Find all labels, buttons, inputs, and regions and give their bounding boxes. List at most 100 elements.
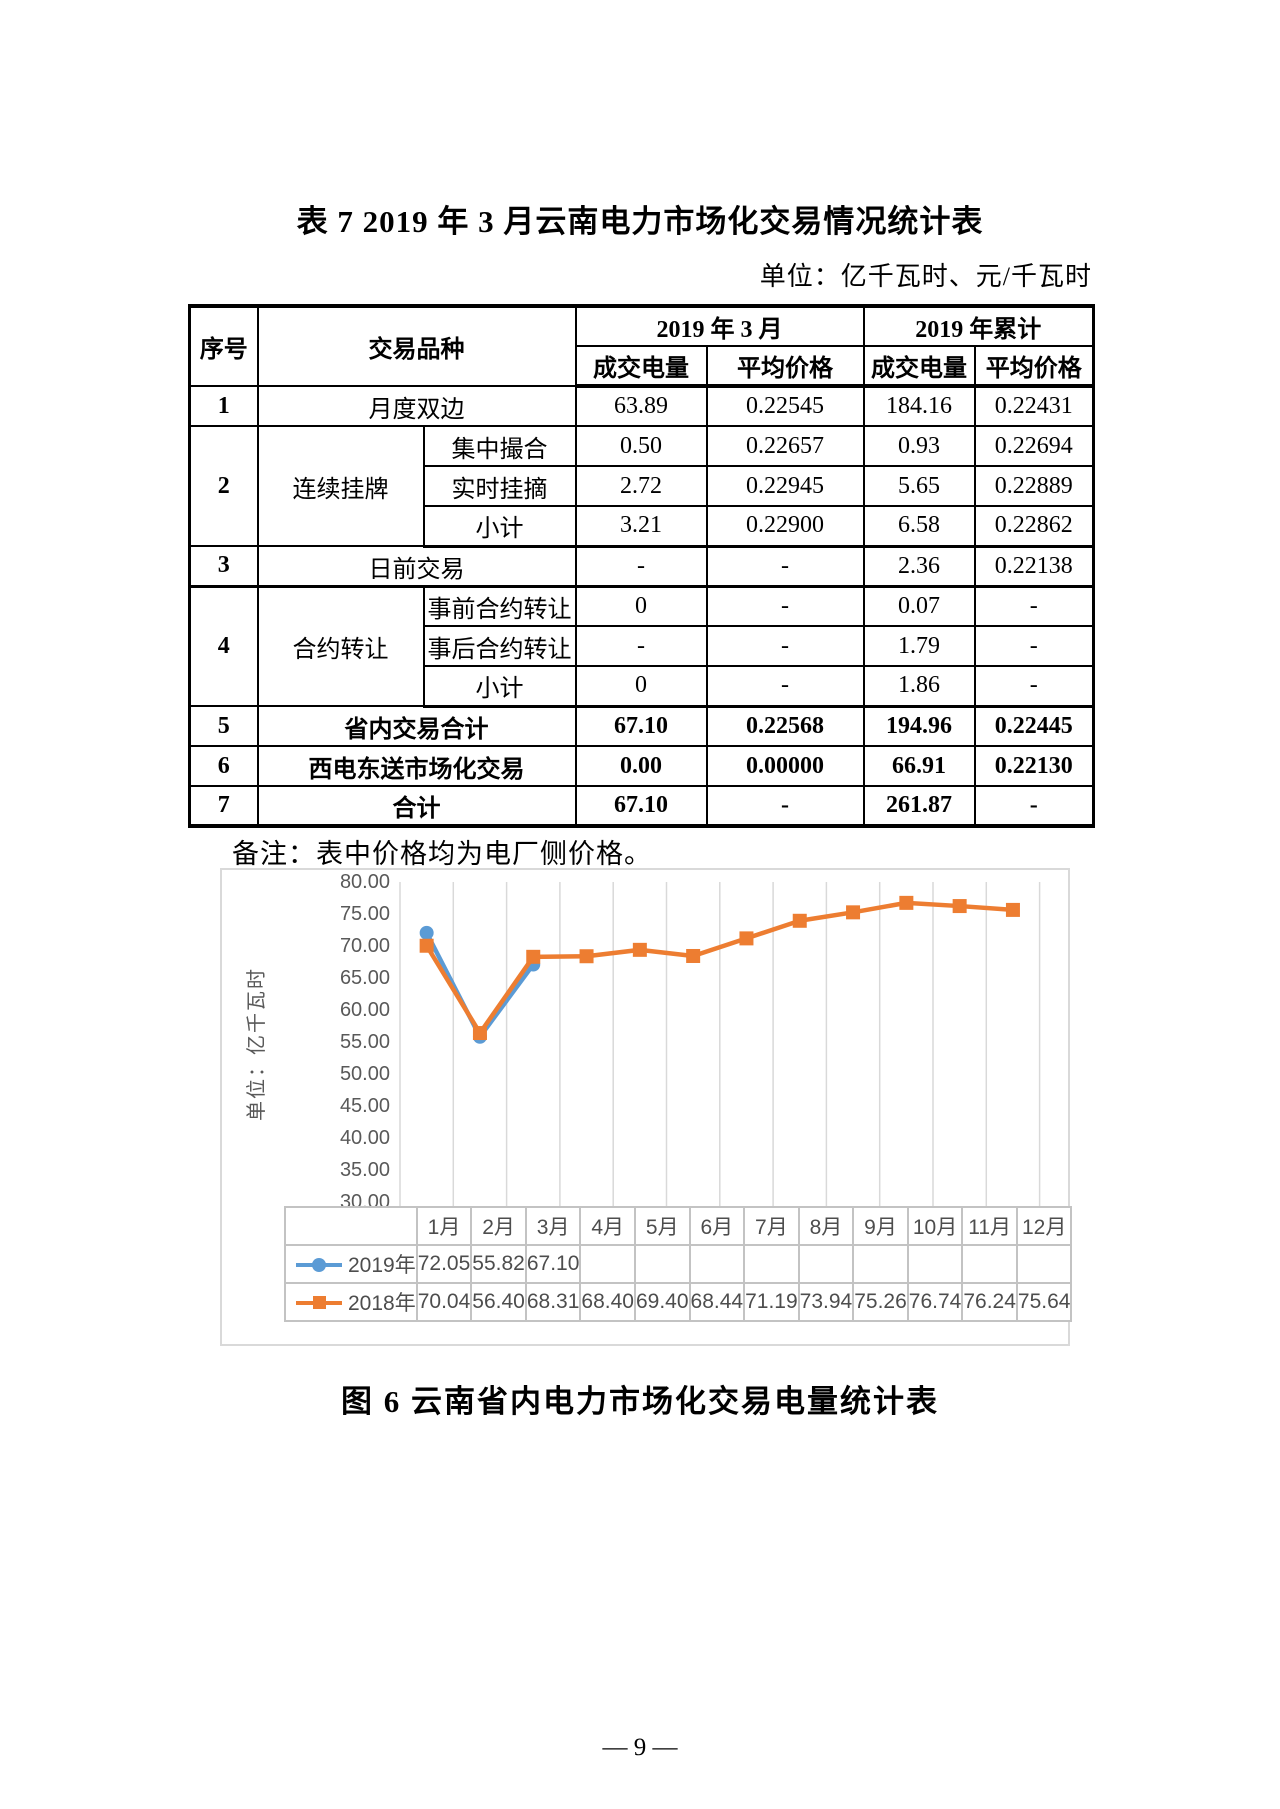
cell-cum-price: 0.22431 <box>973 385 1095 427</box>
month-label: 7月 <box>743 1206 800 1246</box>
circle-marker <box>419 925 434 940</box>
series-line-2019年 <box>424 931 536 1040</box>
series-value-cell: 68.44 <box>688 1282 746 1322</box>
cell-cum-price: - <box>973 785 1095 827</box>
month-label: 6月 <box>688 1206 746 1246</box>
series-value-cell: 75.64 <box>1015 1282 1073 1322</box>
cell-month-price: - <box>705 785 865 827</box>
square-marker <box>792 913 807 928</box>
legend-name-cell: 2018年 <box>284 1282 418 1322</box>
series-data-row: 2019年 72.05 55.82 67.10 <box>284 1244 1073 1284</box>
square-marker <box>579 949 594 964</box>
cell-month-price: - <box>705 625 865 667</box>
legend-corner-cell <box>284 1206 418 1246</box>
header-volume-cumulative: 成交电量 <box>862 345 976 388</box>
cell-serial: 5 <box>188 705 259 747</box>
cell-month-volume: - <box>574 625 708 667</box>
cell-month-volume: 0 <box>574 665 708 708</box>
y-tick-label: 75.00 <box>339 903 390 925</box>
header-price-cumulative: 平均价格 <box>973 345 1095 388</box>
cell-cum-volume: 2.36 <box>862 545 976 588</box>
month-label: 2月 <box>470 1206 527 1246</box>
square-marker <box>419 938 434 953</box>
cell-cum-volume: 1.86 <box>862 665 976 708</box>
cell-serial: 4 <box>188 585 259 707</box>
square-marker <box>952 899 967 914</box>
cell-group-label: 合约转让 <box>256 585 425 707</box>
cell-month-volume: - <box>574 545 708 588</box>
cell-month-price: 0.22568 <box>705 705 865 747</box>
cell-month-price: - <box>705 545 865 588</box>
cell-month-volume: 0 <box>574 585 708 627</box>
y-tick-label: 45.00 <box>339 1095 390 1117</box>
series-data-row: 2018年 70.04 56.40 68.31 68.40 69.40 68.44 71.19… <box>284 1282 1073 1322</box>
cell-cum-volume: 5.65 <box>862 465 976 507</box>
cell-label: 集中撮合 <box>422 425 577 467</box>
series-value-cell: 71.19 <box>743 1282 800 1322</box>
cell-serial: 6 <box>188 745 259 787</box>
cell-month-volume: 67.10 <box>574 705 708 747</box>
table-row-grand-total: 7 合计 67.10 - 261.87 - <box>188 785 1095 827</box>
square-marker <box>632 942 647 957</box>
series-value-cell <box>743 1244 800 1284</box>
cell-serial: 1 <box>188 385 259 427</box>
series-value-cell: 56.40 <box>470 1282 527 1322</box>
square-marker <box>472 1026 487 1041</box>
page-number: — 9 — <box>602 1734 678 1761</box>
line-chart: 单位：亿千瓦时 80.00 75.00 70.00 65.00 60.00 55.00 50… <box>220 868 1073 1346</box>
series-value-cell: 67.10 <box>524 1244 582 1284</box>
cell-label: 合计 <box>256 785 577 827</box>
cell-cum-volume: 1.79 <box>862 625 976 667</box>
series-name: 2019年 <box>348 1254 416 1277</box>
square-marker <box>1005 902 1020 917</box>
cell-month-volume: 3.21 <box>574 505 708 548</box>
header-price-month: 平均价格 <box>705 345 865 388</box>
square-marker <box>846 905 861 920</box>
header-volume-month: 成交电量 <box>574 345 708 388</box>
month-label: 12月 <box>1015 1206 1073 1246</box>
month-label: 1月 <box>415 1206 473 1246</box>
header-serial: 序号 <box>188 305 259 387</box>
y-tick-label: 50.00 <box>339 1063 390 1085</box>
square-marker <box>899 895 914 910</box>
cell-month-price: 0.22900 <box>705 505 865 548</box>
cell-label: 实时挂摘 <box>422 465 577 507</box>
cell-label: 事前合约转让 <box>422 585 577 627</box>
header-type: 交易品种 <box>256 305 577 387</box>
cell-month-price: - <box>705 585 865 627</box>
series-value-cell: 76.24 <box>961 1282 1018 1322</box>
series-value-cell <box>1015 1244 1073 1284</box>
cell-month-price: 0.00000 <box>705 745 865 787</box>
series-value-cell <box>688 1244 746 1284</box>
cell-cum-volume: 0.93 <box>862 425 976 467</box>
series-value-cell: 75.26 <box>852 1282 909 1322</box>
series-value-cell <box>797 1244 855 1284</box>
cell-month-price: 0.22945 <box>705 465 865 507</box>
cell-cum-price: 0.22130 <box>973 745 1095 787</box>
series-value-cell: 72.05 <box>415 1244 473 1284</box>
cell-cum-volume: 6.58 <box>862 505 976 548</box>
month-header-row: 1月 2月 3月 4月 5月 6月 7月 8月 9月 10月 11月 12月 <box>284 1206 1073 1246</box>
month-label: 8月 <box>797 1206 855 1246</box>
cell-cum-price: - <box>973 585 1095 627</box>
cell-label: 小计 <box>422 665 577 708</box>
cell-cum-price: 0.22138 <box>973 545 1095 588</box>
legend-square-marker-icon <box>296 1295 342 1310</box>
series-value-cell <box>906 1244 964 1284</box>
series-value-cell: 68.40 <box>579 1282 636 1322</box>
cell-cum-price: 0.22445 <box>973 705 1095 747</box>
series-value-cell <box>579 1244 636 1284</box>
cell-cum-volume: 261.87 <box>862 785 976 827</box>
series-value-cell: 69.40 <box>633 1282 691 1322</box>
y-tick-label: 80.00 <box>339 871 390 893</box>
cell-cum-price: 0.22862 <box>973 505 1095 548</box>
cell-serial: 3 <box>188 545 259 588</box>
table-row-west-east: 6 西电东送市场化交易 0.00 0.00000 66.91 0.22130 <box>188 745 1095 787</box>
y-tick-label: 60.00 <box>339 999 390 1021</box>
header-group-cumulative: 2019 年累计 <box>862 305 1095 347</box>
series-value-cell <box>961 1244 1018 1284</box>
figure-caption: 图 6 云南省内电力市场化交易电量统计表 <box>341 1384 939 1419</box>
series-name: 2018年 <box>348 1292 416 1315</box>
cell-cum-volume: 184.16 <box>862 385 976 427</box>
header-row-subcolumns: 成交电量 平均价格 成交电量 平均价格 <box>190 345 1095 388</box>
